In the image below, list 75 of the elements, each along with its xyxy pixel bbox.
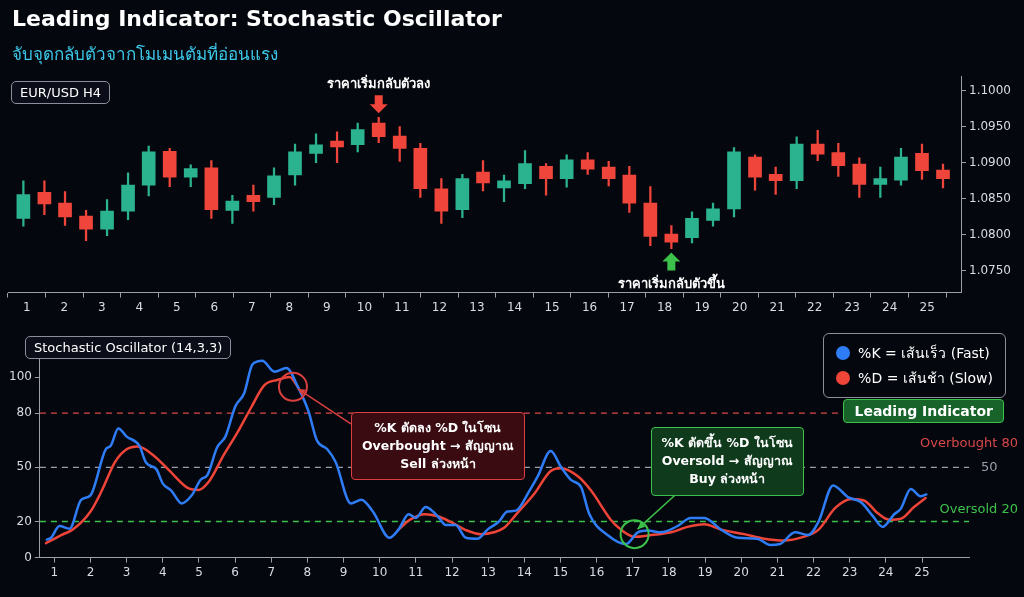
x-tick-label: 11: [394, 299, 410, 314]
x-tick-label: 13: [469, 299, 485, 314]
annotation: %K ตัดลง %D ในโซน Overbought → สัญญาณ Sell ล่วงหน้า: [350, 411, 525, 481]
annotation: ราคาเริ่มกลับตัวขึ้น: [617, 272, 725, 293]
ref-line-label: Overbought 80: [920, 434, 1018, 450]
x-tick-label: 12: [444, 564, 460, 579]
x-tick-label: 20: [732, 299, 748, 314]
x-tick-label: 17: [619, 299, 635, 314]
x-tick-label: 2: [86, 564, 95, 579]
x-tick-label: 23: [842, 564, 858, 579]
y-tick-label: 1.0850: [969, 190, 1012, 205]
legend-label: %D = เส้นช้า (Slow): [858, 369, 993, 388]
annotation: Leading Indicator: [843, 399, 1004, 423]
x-tick-label: 14: [516, 564, 532, 579]
x-tick-label: 1: [50, 564, 59, 579]
x-tick-label: 11: [408, 564, 424, 579]
y-tick-label: 1.0950: [969, 118, 1012, 133]
x-tick-label: 8: [303, 564, 312, 579]
y-tick-label: 1.0800: [969, 227, 1012, 242]
x-tick-label: 13: [480, 564, 496, 579]
x-tick-label: 24: [882, 299, 898, 314]
y-tick-label: 20: [16, 513, 32, 528]
candlestick: [246, 184, 261, 212]
x-tick-label: 10: [372, 564, 388, 579]
chart-title: Leading Indicator: Stochastic Oscillator: [12, 6, 502, 31]
x-tick-label: 8: [285, 299, 294, 314]
x-tick-label: 23: [844, 299, 860, 314]
x-tick-label: 25: [919, 299, 935, 314]
x-tick-label: 1: [22, 299, 31, 314]
legend-label: %K = เส้นเร็ว (Fast): [858, 343, 990, 363]
y-tick-label: 1.1000: [969, 82, 1012, 97]
x-tick-label: 7: [248, 299, 256, 314]
y-tick-label: 50: [16, 459, 32, 474]
x-tick-label: 9: [323, 299, 331, 314]
chart-title: Stochastic Oscillator (14,3,3): [25, 336, 232, 359]
annotation: %K ตัดขึ้น %D ในโซน Oversold → สัญญาณ Buy ล่วงหน้า: [650, 427, 804, 496]
x-tick-label: 16: [589, 564, 605, 579]
annotation: EUR/USD H4: [11, 81, 111, 105]
x-tick-label: 16: [581, 299, 598, 314]
x-tick-label: 18: [661, 564, 677, 579]
x-tick-label: 21: [769, 564, 786, 579]
x-tick-label: 7: [267, 564, 276, 579]
annotation: ราคาเริ่มกลับตัวลง: [327, 73, 431, 94]
x-tick-label: 2: [60, 299, 69, 314]
x-tick-label: 6: [231, 564, 239, 579]
chart-subtitle: จับจุดกลับตัวจากโมเมนตัมที่อ่อนแรง: [12, 41, 278, 67]
x-tick-label: 15: [544, 299, 560, 314]
x-tick-label: 24: [878, 564, 894, 579]
x-tick-label: 3: [97, 299, 106, 314]
x-tick-label: 19: [697, 564, 713, 579]
x-tick-label: 22: [805, 564, 822, 579]
x-tick-label: 6: [210, 299, 219, 314]
x-tick-label: 12: [431, 299, 448, 314]
x-tick-label: 10: [356, 299, 373, 314]
x-tick-label: 14: [506, 299, 523, 314]
x-tick-label: 20: [733, 564, 749, 579]
y-tick-label: 80: [16, 405, 32, 420]
x-tick-label: 4: [135, 299, 144, 314]
x-tick-label: 3: [122, 564, 131, 579]
x-tick-label: 21: [769, 299, 785, 314]
y-tick-label: 1.0750: [969, 263, 1012, 278]
y-tick-label: 0: [24, 549, 32, 564]
x-tick-label: 5: [173, 299, 181, 314]
y-tick-label: 1.0900: [969, 154, 1012, 169]
x-tick-label: 18: [656, 299, 673, 314]
x-tick-label: 15: [552, 564, 569, 579]
x-tick-label: 25: [914, 564, 930, 579]
x-tick-label: 22: [807, 299, 823, 314]
ref-line-label: Oversold 20: [939, 500, 1018, 516]
x-tick-label: 4: [159, 564, 167, 579]
y-tick-label: 100: [9, 369, 32, 384]
x-tick-label: 17: [625, 564, 641, 579]
x-tick-label: 5: [195, 564, 203, 579]
x-tick-label: 19: [694, 299, 710, 314]
x-tick-label: 9: [339, 564, 348, 579]
